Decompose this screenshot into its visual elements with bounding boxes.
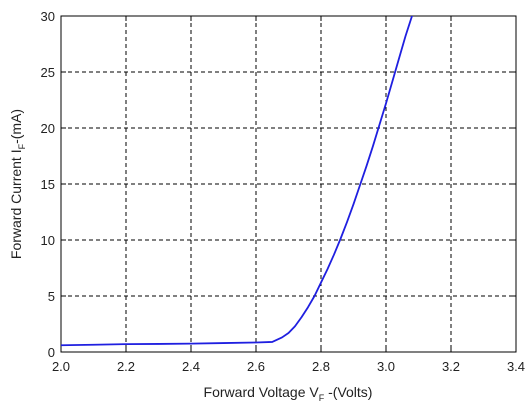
data-series xyxy=(61,16,414,347)
x-tick-label: 3.4 xyxy=(507,359,525,374)
x-axis-label-suffix: -(Volts) xyxy=(324,384,372,400)
y-tick-label: 20 xyxy=(41,121,55,136)
x-axis-label-prefix: Forward Voltage V xyxy=(204,384,320,400)
y-tick-label: 15 xyxy=(41,177,55,192)
grid-lines xyxy=(61,16,516,352)
y-axis-label-prefix: Forward Current I xyxy=(8,149,24,259)
x-tick-label: 2.8 xyxy=(312,359,330,374)
y-axis-label: Forward Current IF-(mA) xyxy=(8,109,27,259)
y-axis-label-subscript: F xyxy=(17,143,27,149)
x-tick-label: 2.6 xyxy=(247,359,265,374)
y-tick-label: 0 xyxy=(48,345,55,360)
tick-marks xyxy=(60,15,517,353)
x-tick-label: 3.2 xyxy=(442,359,460,374)
y-tick-label: 30 xyxy=(41,9,55,24)
x-tick-label: 3.0 xyxy=(377,359,395,374)
x-tick-label: 2.0 xyxy=(52,359,70,374)
series-line xyxy=(61,16,414,347)
y-tick-label: 10 xyxy=(41,233,55,248)
x-tick-labels: 2.0 2.2 2.4 2.6 2.8 3.0 3.2 3.4 xyxy=(52,359,525,374)
x-tick-label: 2.2 xyxy=(117,359,135,374)
x-tick-label: 2.4 xyxy=(182,359,200,374)
y-tick-labels: 0 5 10 15 20 25 30 xyxy=(41,9,55,360)
x-axis-label-subscript: F xyxy=(319,393,325,403)
y-tick-label: 5 xyxy=(48,289,55,304)
y-tick-label: 25 xyxy=(41,65,55,80)
x-axis-label: Forward Voltage VF -(Volts) xyxy=(204,384,373,403)
y-axis-label-suffix: -(mA) xyxy=(8,109,24,144)
